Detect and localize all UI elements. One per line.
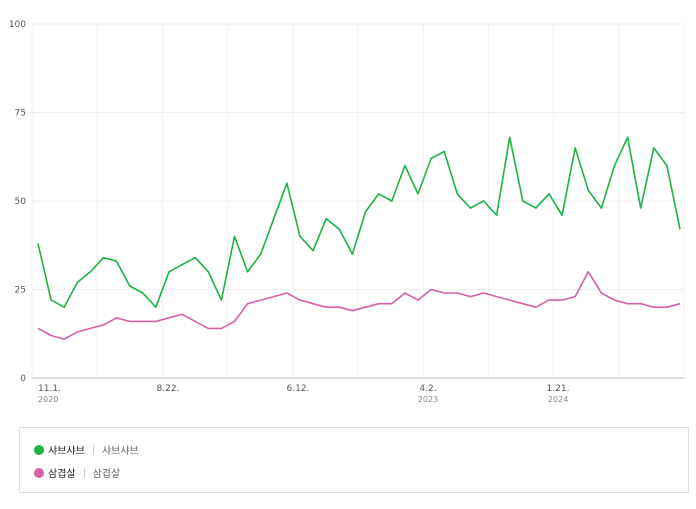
- legend-separator: [83, 467, 85, 478]
- x-tick-year: 2024: [548, 395, 568, 404]
- x-axis: 11.1.2020 8.22. 6.12. 4.2.2023 1.21.2024: [38, 384, 569, 404]
- x-tick-year: 2020: [38, 395, 58, 404]
- y-tick-label: 50: [15, 197, 27, 207]
- y-tick-label: 100: [9, 20, 26, 30]
- series-line-0: [37, 136, 681, 309]
- x-tick-year: 2023: [418, 395, 438, 404]
- legend-dot-shabu: [34, 444, 44, 455]
- legend-name: 샤브샤브: [48, 446, 85, 457]
- legend: 샤브샤브 샤브샤브 삼겹살 삼겹살: [19, 427, 689, 493]
- chart-grid: [31, 23, 685, 379]
- y-tick-label: 0: [20, 374, 26, 384]
- legend-keyword: 샤브샤브: [101, 446, 139, 457]
- legend-item-samgyeopsal[interactable]: 삼겹살 삼겹살: [34, 465, 120, 480]
- y-tick-label: 75: [15, 109, 26, 119]
- legend-keyword: 삼겹살: [92, 469, 121, 480]
- y-tick-label: 25: [15, 286, 26, 296]
- series-lines: [37, 136, 681, 340]
- x-tick-label: 11.1.: [38, 384, 61, 394]
- legend-separator: [92, 444, 94, 455]
- series-line-1: [37, 270, 681, 340]
- trend-chart: 0 25 50 75 100 11.1.2020 8.22. 6.12. 4.2.2023 1.…: [9, 20, 685, 404]
- x-tick-label: 4.2.: [419, 384, 436, 394]
- x-tick-label: 6.12.: [287, 384, 310, 394]
- y-axis: 0 25 50 75 100: [9, 20, 26, 384]
- legend-name: 삼겹살: [48, 469, 76, 480]
- x-tick-label: 8.22.: [157, 384, 180, 394]
- legend-item-shabu[interactable]: 샤브샤브 샤브샤브: [34, 442, 139, 457]
- x-tick-label: 1.21.: [547, 384, 570, 394]
- legend-dot-samgyeopsal: [34, 467, 44, 478]
